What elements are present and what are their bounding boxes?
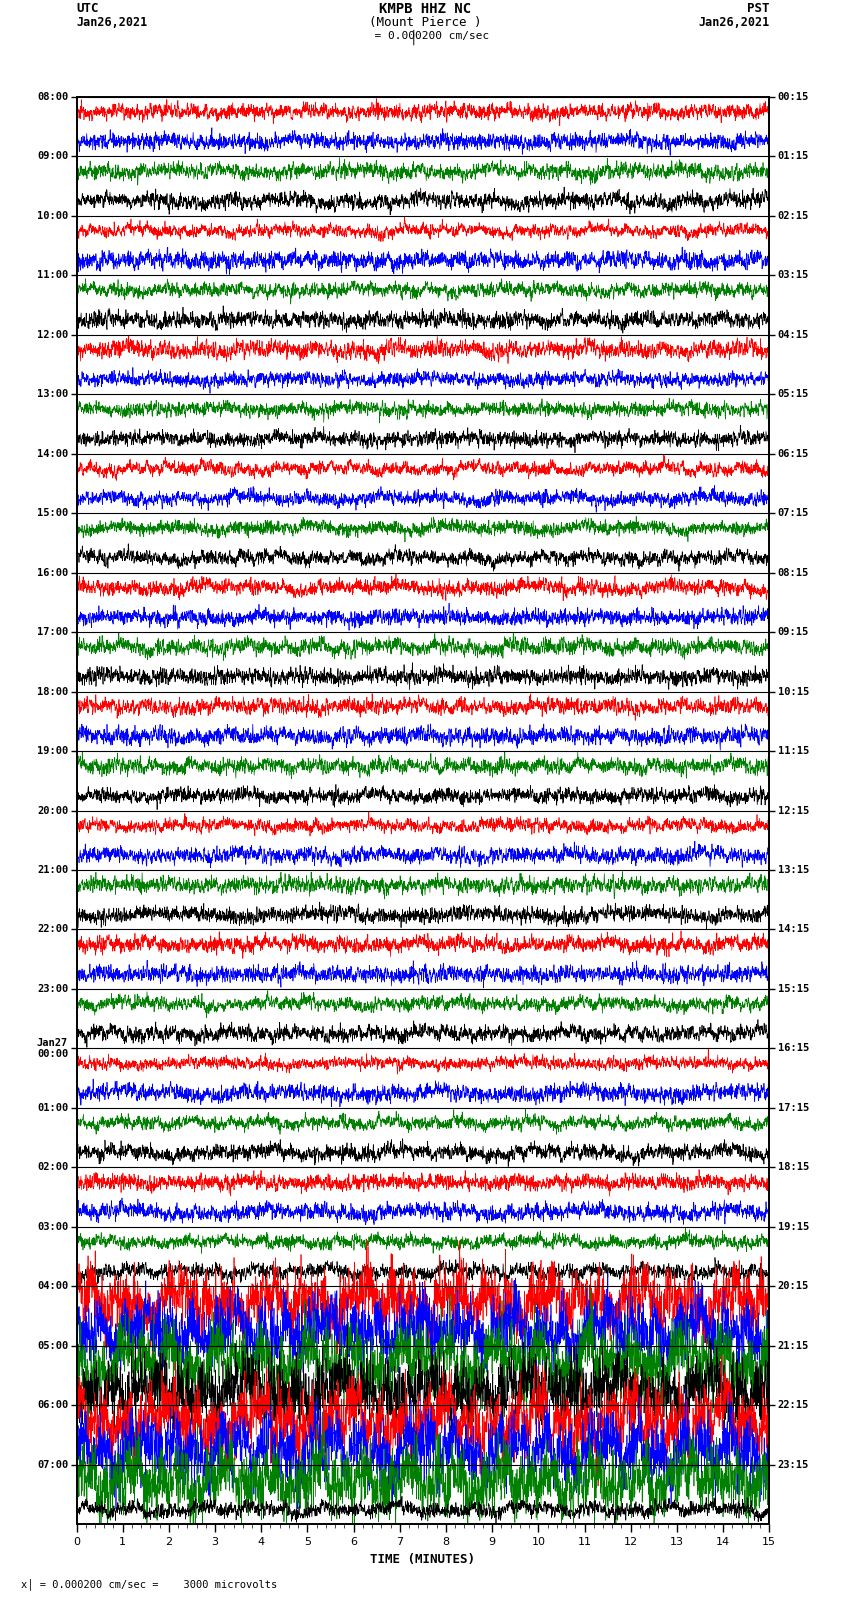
Text: Jan26,2021: Jan26,2021 xyxy=(698,16,769,29)
X-axis label: TIME (MINUTES): TIME (MINUTES) xyxy=(371,1553,475,1566)
Text: = 0.000200 cm/sec: = 0.000200 cm/sec xyxy=(361,31,489,40)
Text: │: │ xyxy=(411,31,417,45)
Text: UTC: UTC xyxy=(76,3,99,16)
Text: Jan26,2021: Jan26,2021 xyxy=(76,16,148,29)
Text: KMPB HHZ NC: KMPB HHZ NC xyxy=(379,3,471,16)
Text: x│ = 0.000200 cm/sec =    3000 microvolts: x│ = 0.000200 cm/sec = 3000 microvolts xyxy=(21,1579,277,1590)
Text: (Mount Pierce ): (Mount Pierce ) xyxy=(369,16,481,29)
Text: PST: PST xyxy=(747,3,769,16)
